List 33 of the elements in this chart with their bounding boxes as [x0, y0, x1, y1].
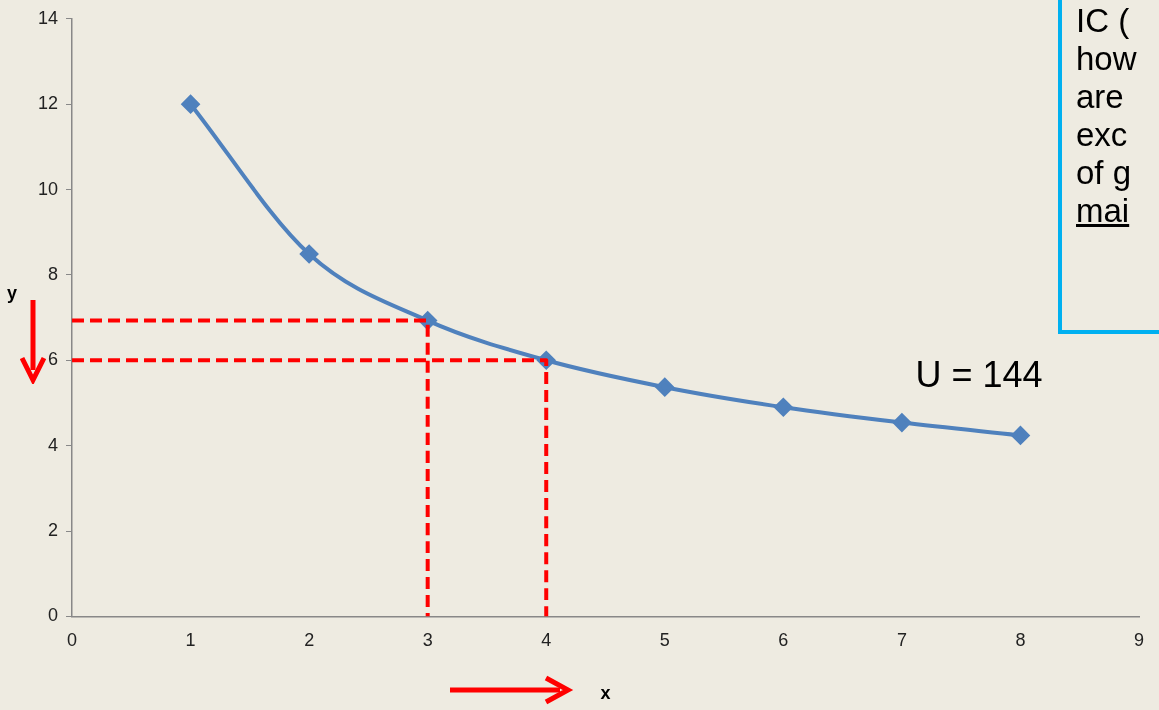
x-tick-label: 9	[1133, 630, 1145, 651]
x-tick-label: 1	[185, 630, 196, 651]
y-tick-label: 14	[37, 7, 59, 28]
annotation: U = 144	[915, 354, 1043, 396]
y-axis-title: y	[6, 282, 18, 303]
x-tick-label: 3	[422, 630, 433, 651]
y-tick-label: 0	[48, 605, 59, 626]
point	[892, 413, 911, 432]
annotation: exc	[1076, 116, 1129, 154]
annotation: of g	[1076, 154, 1133, 192]
annotation: are	[1076, 78, 1125, 116]
point	[655, 378, 674, 397]
x-tick-label: 7	[896, 630, 907, 651]
point	[1011, 426, 1030, 445]
y-tick-label: 4	[48, 434, 59, 455]
x-tick-label: 2	[304, 630, 315, 651]
x-tick-label: 6	[778, 630, 789, 651]
y-tick-label: 8	[48, 263, 59, 284]
y-tick-label: 2	[48, 520, 59, 540]
y-tick-label: 6	[48, 349, 59, 370]
point	[181, 95, 200, 114]
x-tick-label: 5	[659, 630, 670, 651]
x-tick-label: 8	[1015, 630, 1026, 651]
x-axis-title: x	[600, 682, 611, 703]
y-tick-label: 12	[37, 93, 59, 114]
point	[774, 398, 793, 417]
y-tick-label: 10	[37, 178, 59, 199]
annotation: how	[1076, 40, 1138, 78]
annotation: mai	[1076, 192, 1131, 230]
x-tick-label: 0	[67, 630, 78, 651]
annotation: IC (	[1076, 2, 1131, 40]
x-tick-label: 4	[541, 630, 552, 651]
point	[300, 245, 319, 263]
